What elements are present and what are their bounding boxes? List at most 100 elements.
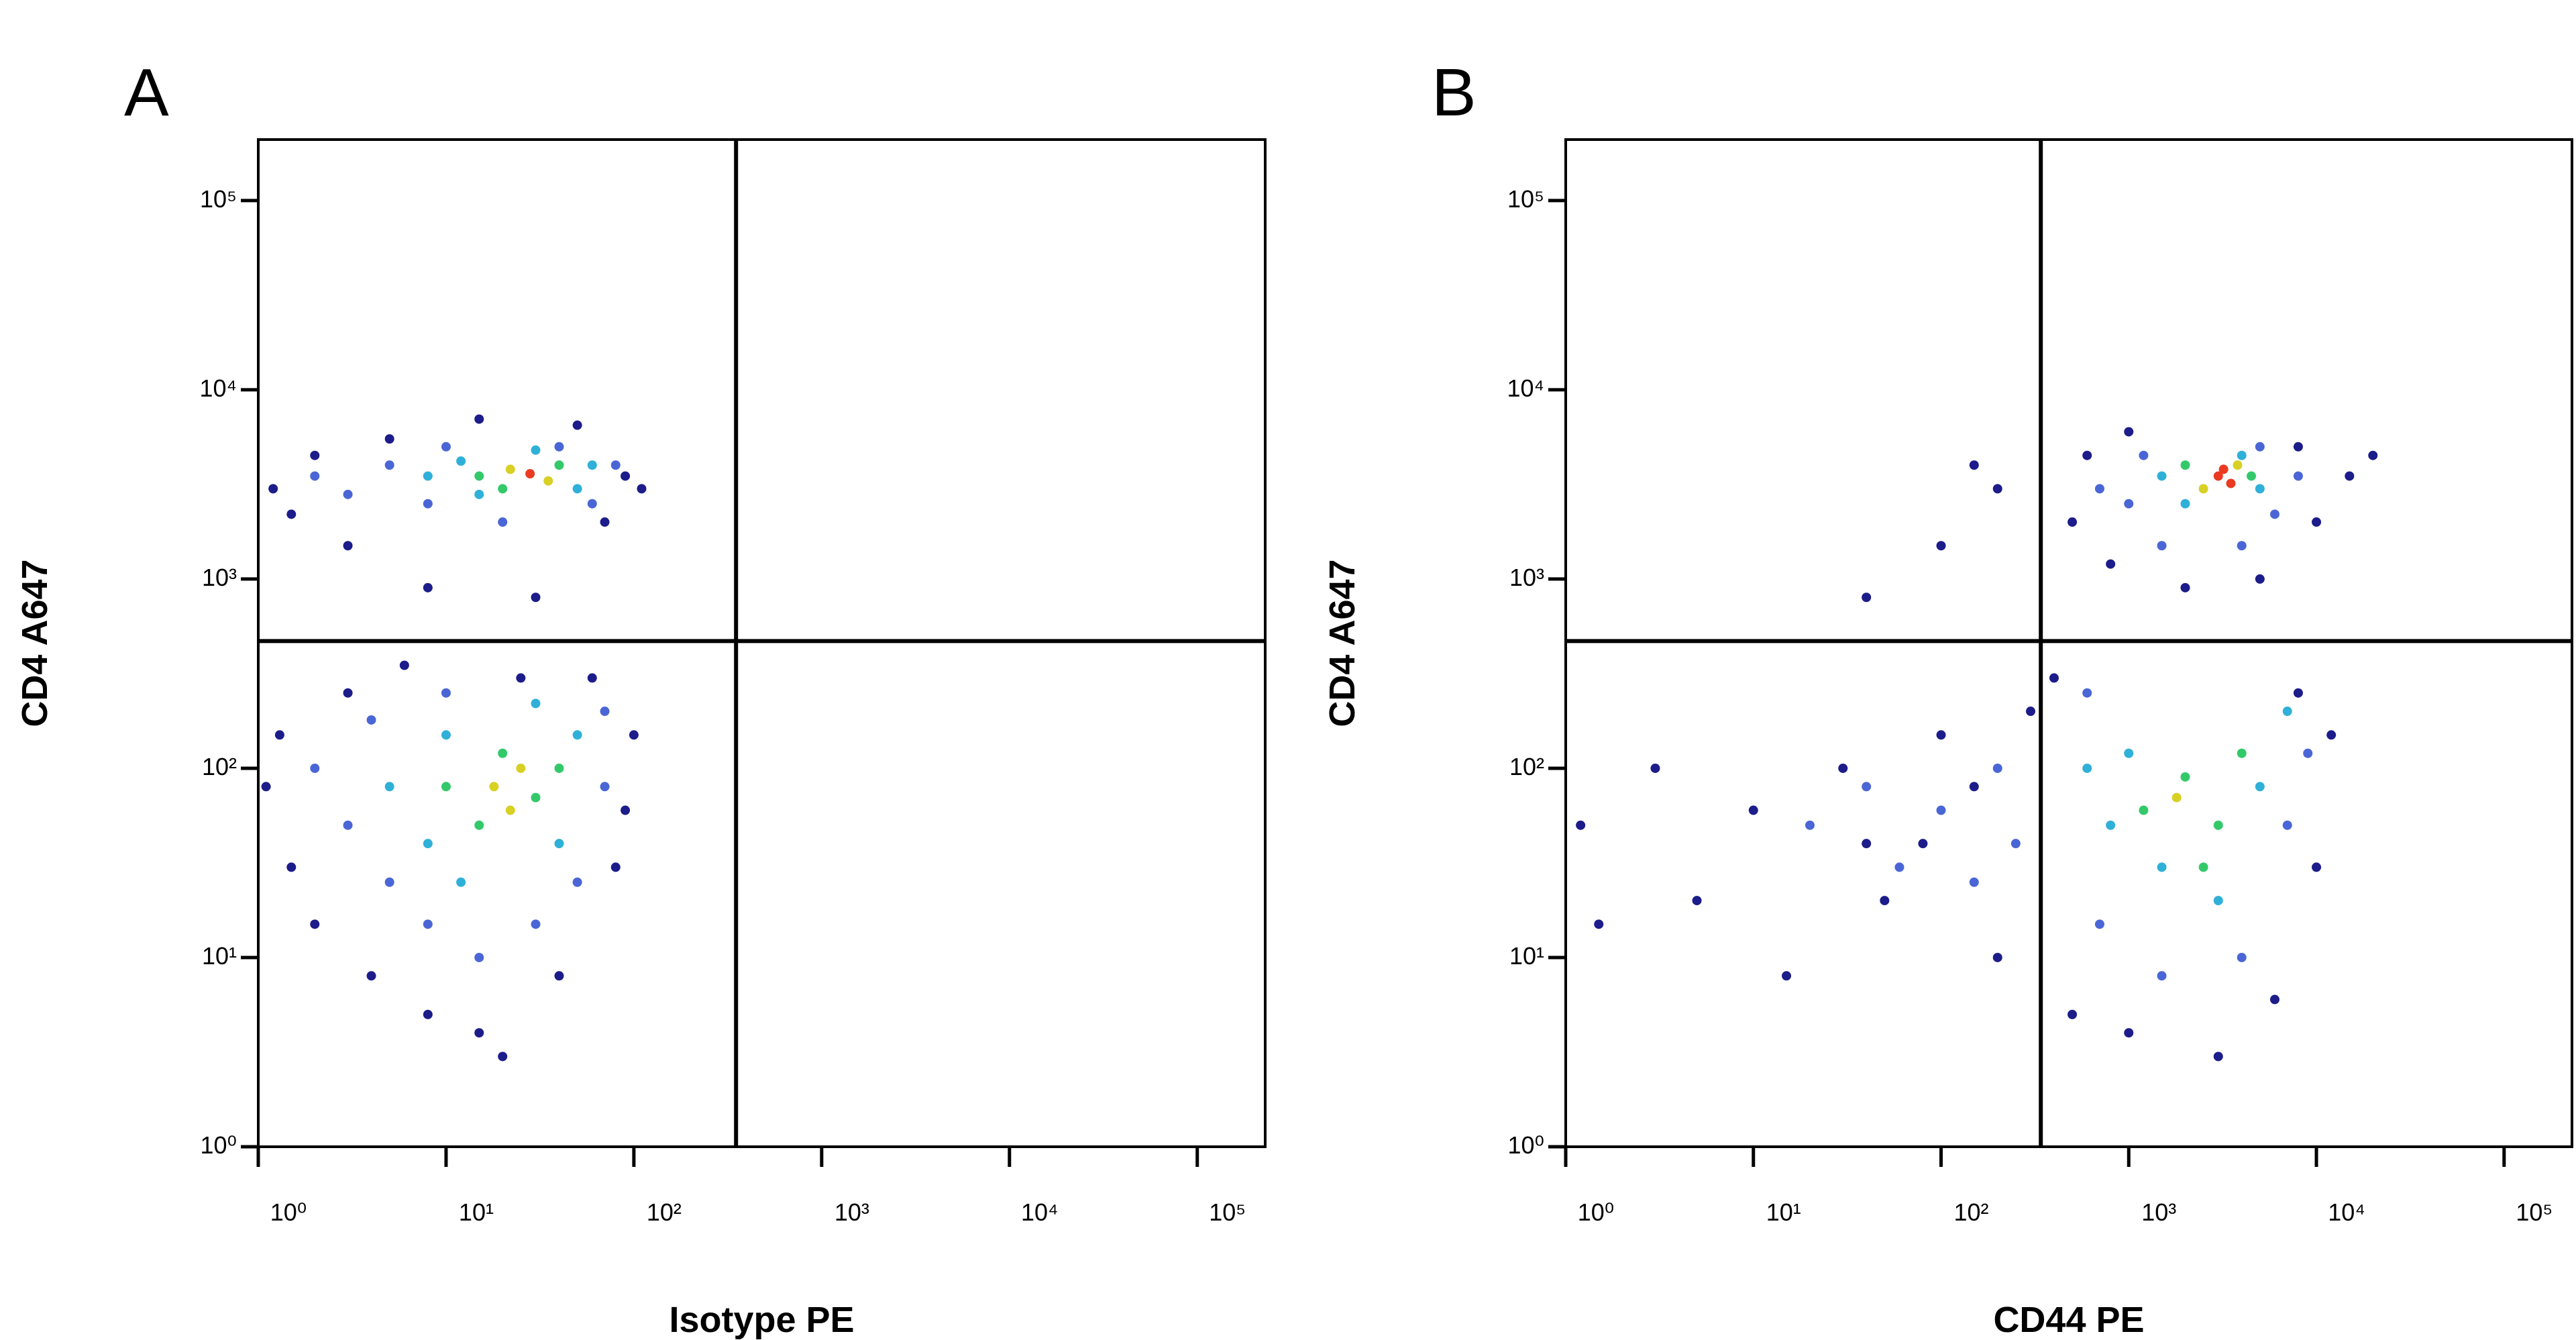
event-dot (489, 782, 499, 792)
event-dot (384, 460, 394, 470)
x-tick-label: 10³ (835, 1198, 869, 1226)
event-dot (554, 763, 564, 773)
event-dot (1969, 877, 1979, 887)
event-dot (2282, 820, 2292, 830)
event-dot (498, 517, 508, 527)
event-dot (423, 499, 433, 509)
event-dot (2237, 541, 2247, 551)
event-dot (621, 805, 631, 815)
event-dot (384, 434, 394, 444)
event-dot (261, 782, 271, 792)
event-dot (1992, 763, 2002, 773)
x-tick-label: 10¹ (1766, 1198, 1801, 1226)
panel: A 10⁰ 10¹ 10² 10³ 10⁴ 10⁵ 10⁰ 10¹ 10² 10³ 10⁴ 10⁵ Iso… (15, 55, 1267, 1340)
event-dot (2094, 484, 2104, 494)
x-tick-label: 10² (647, 1198, 682, 1226)
event-dot (2094, 919, 2104, 929)
event-dot (498, 748, 508, 758)
event-dot (572, 877, 582, 887)
event-dot (498, 1051, 508, 1062)
event-dot (1992, 952, 2002, 962)
event-dot (2139, 805, 2149, 815)
event-dot (2368, 450, 2378, 460)
y-tick-label: 10¹ (202, 942, 237, 970)
x-tick-label: 10² (1954, 1198, 1989, 1226)
event-dot (531, 699, 541, 709)
event-dot (1805, 820, 1815, 830)
event-dot (2226, 478, 2236, 488)
event-dot (268, 484, 278, 494)
event-dot (621, 471, 631, 481)
event-dot (343, 688, 353, 698)
event-dot (2157, 471, 2167, 481)
event-dot (2198, 862, 2208, 872)
event-dot (1594, 919, 1604, 929)
event-dot (554, 839, 564, 849)
event-dot (1894, 862, 1904, 872)
event-dot (423, 582, 433, 592)
event-dot (2106, 820, 2116, 830)
event-dot (2068, 1009, 2078, 1019)
event-dot (274, 730, 284, 740)
event-dot (2180, 460, 2190, 470)
event-dot (441, 782, 451, 792)
y-axis-title: CD4 A647 (1322, 559, 1362, 727)
event-dot (343, 489, 353, 499)
event-dot (600, 782, 610, 792)
plot-frame (257, 138, 1267, 1148)
event-dot (2139, 450, 2149, 460)
event-dot (1936, 805, 1946, 815)
y-tick-label: 10⁰ (201, 1131, 237, 1159)
event-dot (2293, 688, 2303, 698)
event-dot (384, 877, 394, 887)
event-dot (2269, 994, 2279, 1004)
y-axis-title: CD4 A647 (15, 559, 55, 727)
y-tick-label: 10⁴ (1507, 374, 1544, 402)
event-dot (600, 707, 610, 717)
event-dot (572, 484, 582, 494)
event-dot (531, 445, 541, 455)
event-dot (2124, 1028, 2134, 1038)
event-dot (2237, 748, 2247, 758)
panel-label: A (124, 55, 169, 130)
y-tick-label: 10² (202, 753, 237, 780)
event-dot (525, 469, 535, 479)
panel-label: B (1432, 55, 1477, 130)
event-dot (2213, 471, 2223, 481)
event-dot (343, 541, 353, 551)
event-dot (423, 839, 433, 849)
event-dot (1862, 782, 1872, 792)
event-dot (1992, 484, 2002, 494)
event-dot (543, 476, 553, 486)
event-dot (610, 460, 621, 470)
y-tick-label: 10² (1509, 753, 1544, 780)
event-dot (531, 592, 541, 603)
event-dot (531, 919, 541, 929)
y-tick-label: 10³ (1509, 564, 1544, 591)
event-dot (516, 673, 526, 683)
event-dot (2312, 517, 2322, 527)
event-dot (1692, 896, 1702, 906)
event-dot (1650, 763, 1660, 773)
event-dot (2010, 839, 2021, 849)
event-dot (1782, 971, 1792, 981)
event-dot (2171, 792, 2182, 803)
event-dot (2157, 862, 2167, 872)
event-dot (2293, 442, 2303, 452)
event-dot (2124, 499, 2134, 509)
event-dot (2282, 707, 2292, 717)
event-dot (2124, 427, 2134, 437)
x-tick-label: 10⁴ (2328, 1198, 2365, 1226)
event-dot (1936, 541, 1946, 551)
x-tick-label: 10⁵ (2516, 1198, 2553, 1226)
event-dot (2180, 582, 2190, 592)
y-tick-label: 10³ (202, 564, 237, 591)
event-dot (2213, 1051, 2223, 1062)
event-dot (456, 877, 466, 887)
y-tick-label: 10¹ (1509, 942, 1544, 970)
event-dot (2082, 688, 2092, 698)
event-dot (343, 820, 353, 830)
event-dot (2180, 499, 2190, 509)
